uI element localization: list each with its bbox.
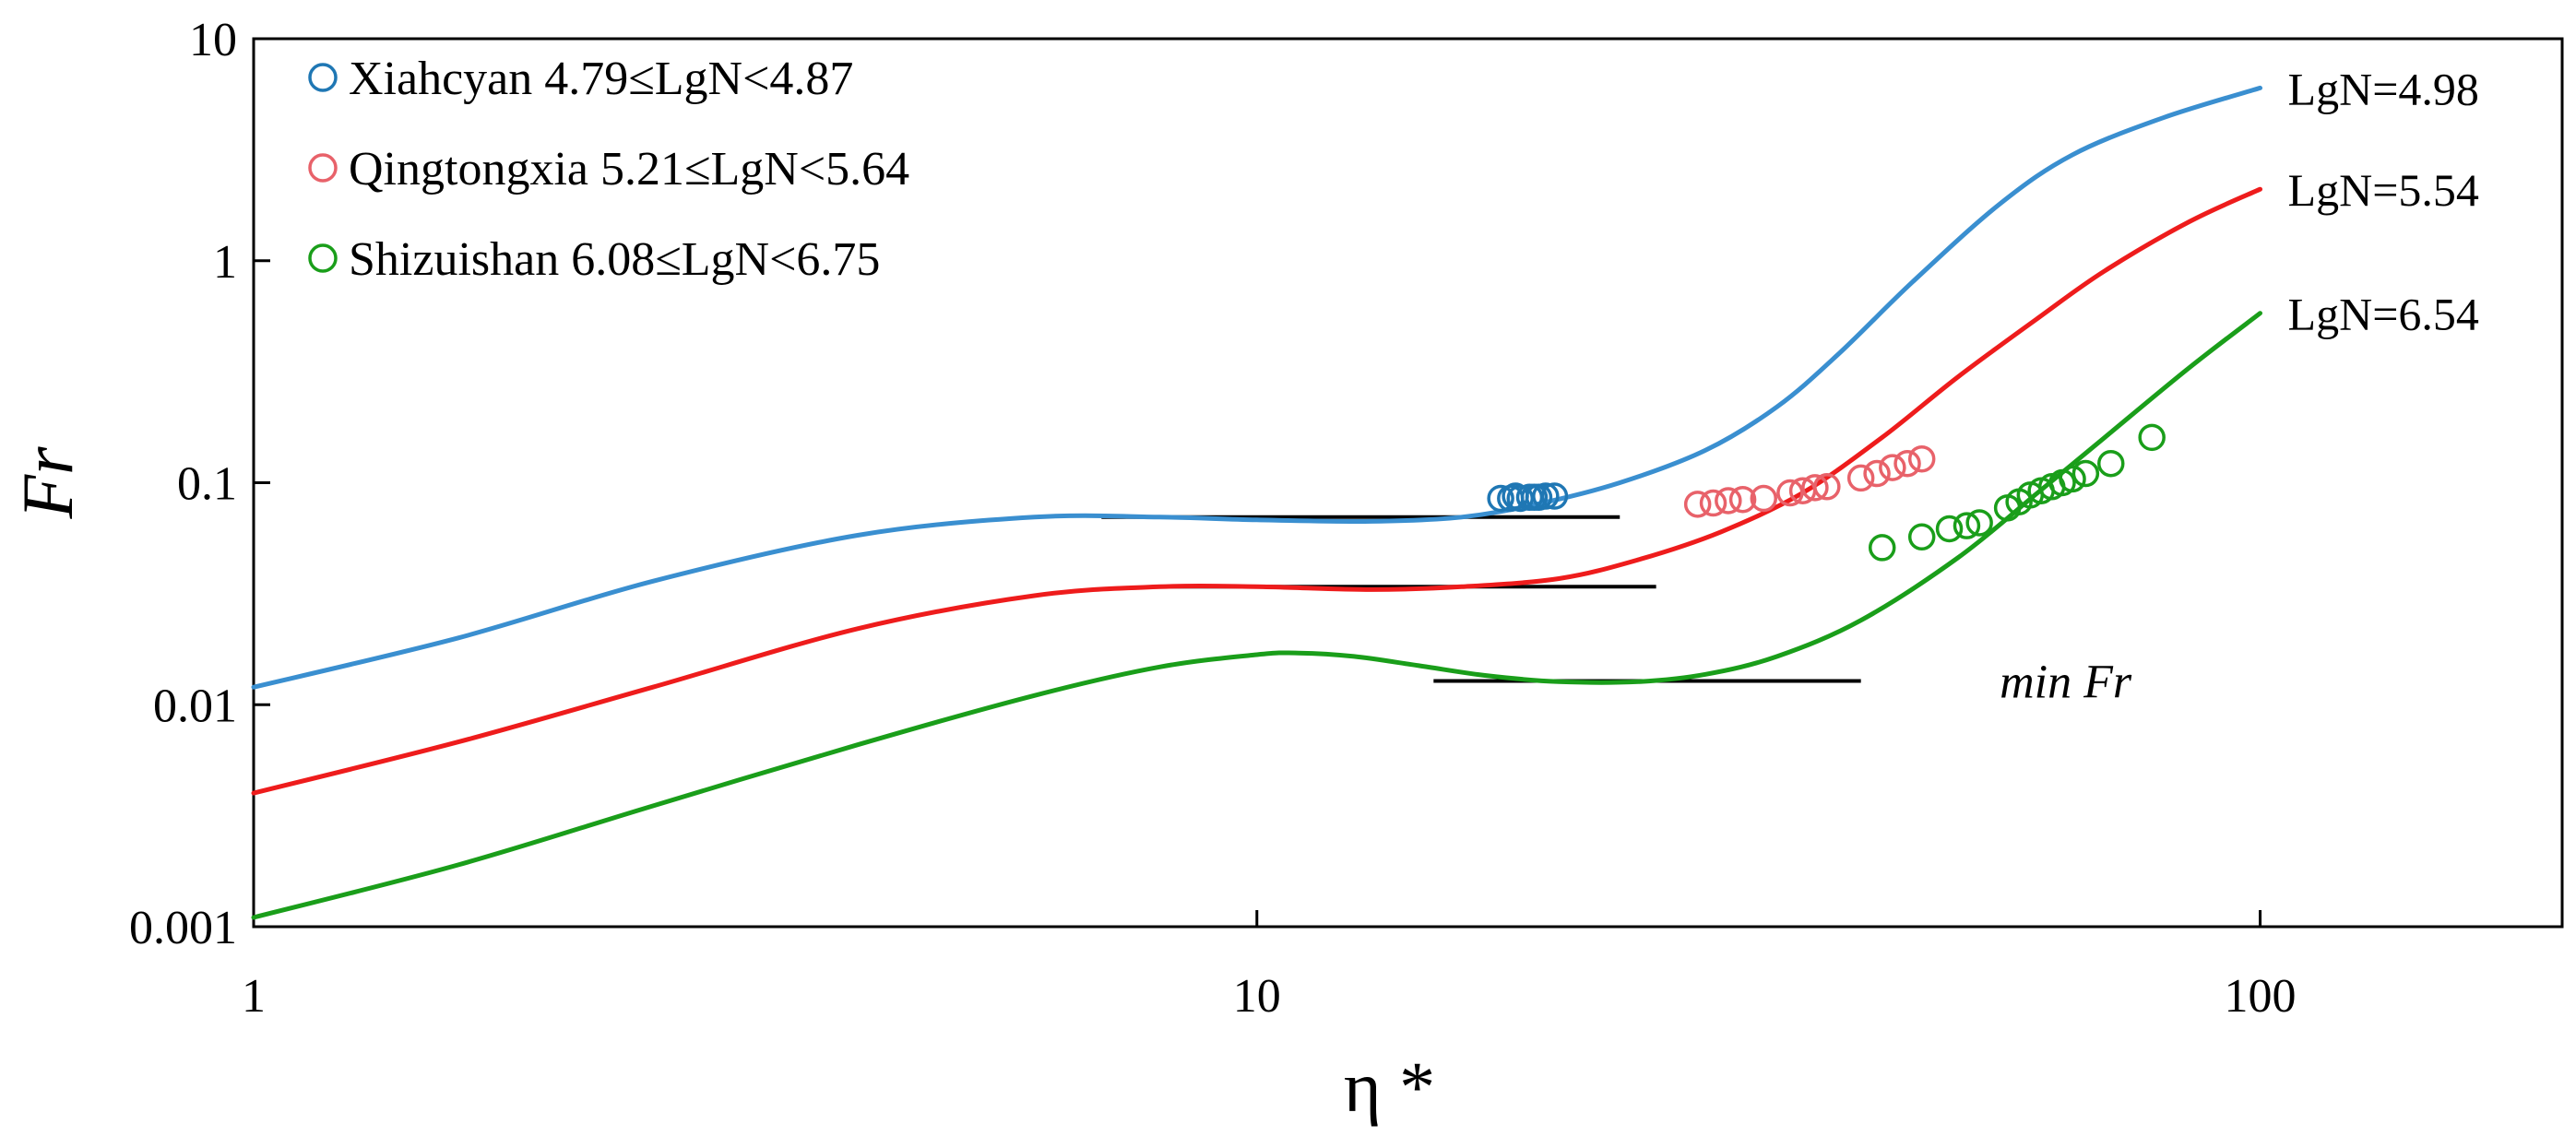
scatter-point <box>1813 473 1841 501</box>
y-axis-title: Fr <box>7 446 88 520</box>
scatter-point <box>2071 459 2100 488</box>
y-tick-label: 0.1 <box>177 458 237 511</box>
legend-marker <box>308 243 338 273</box>
plot-area: 0.001 0.01 0.1 1 10 1 10 100 η * Fr LgN=4.98 LgN=5.… <box>7 14 2564 1127</box>
scatter-point <box>2059 465 2086 493</box>
curve-label: LgN=5.54 <box>2288 164 2479 216</box>
scatter-point <box>1965 509 1993 537</box>
scatter-point <box>1502 482 1529 510</box>
legend-label: Shizuishan 6.08≤LgN<6.75 <box>349 233 880 286</box>
scatter-point <box>1868 534 1896 562</box>
x-axis-title: η * <box>1344 1047 1435 1127</box>
y-tick-label: 1 <box>213 236 237 289</box>
annotation-min-fr: min Fr <box>2000 656 2132 708</box>
legend-marker <box>308 153 338 183</box>
scatter-point <box>2138 423 2166 452</box>
scatter-point <box>1953 512 1981 539</box>
y-tick-label: 0.01 <box>153 680 237 732</box>
legend-label: Qingtongxia 5.21≤LgN<5.64 <box>349 143 909 195</box>
scatter-point <box>1487 484 1514 513</box>
scatter-point <box>1776 479 1804 507</box>
scatter-point <box>1540 482 1569 510</box>
scatter-point <box>1532 482 1560 510</box>
scatter-point <box>1728 485 1757 514</box>
x-tick-label: 100 <box>2225 970 2297 1023</box>
x-tick-label: 1 <box>242 970 266 1023</box>
x-tick-label: 10 <box>1233 970 1281 1023</box>
legend-marker <box>308 63 338 92</box>
scatter-point <box>1715 487 1742 515</box>
curve-label: LgN=6.54 <box>2288 289 2479 340</box>
scatter-point <box>1699 489 1727 517</box>
curve-LgN=4.98 <box>251 85 2262 690</box>
scatter-point <box>1863 459 1891 488</box>
scatter-point <box>1520 483 1549 512</box>
scatter-point <box>1893 449 1921 478</box>
scatter-point <box>1750 484 1778 513</box>
scatter-point <box>1879 454 1906 481</box>
curve-label: LgN=4.98 <box>2288 63 2479 114</box>
scatter-point <box>1935 515 1964 543</box>
scatter-point <box>1907 523 1936 551</box>
scatter-point <box>1801 474 1829 502</box>
y-tick-label: 0.001 <box>129 902 237 954</box>
scatter-point <box>1683 491 1712 518</box>
curve-LgN=6.54 <box>251 311 2262 920</box>
scatter-point <box>2097 449 2125 478</box>
scatter-point <box>1907 444 1936 473</box>
curve-LgN=5.54 <box>251 186 2262 796</box>
y-tick-label: 10 <box>189 14 237 66</box>
scatter-point <box>1846 464 1875 492</box>
legend-label: Xiahcyan 4.79≤LgN<4.87 <box>349 53 853 105</box>
